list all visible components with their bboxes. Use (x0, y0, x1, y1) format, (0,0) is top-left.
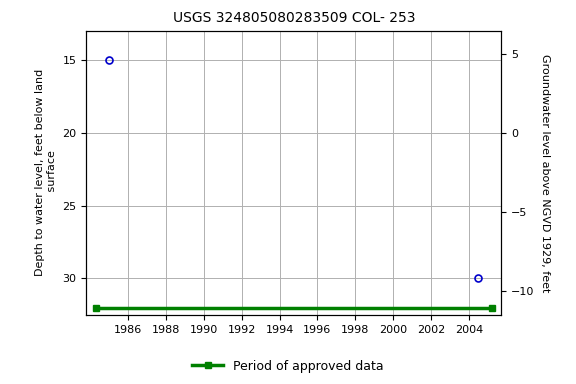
Y-axis label: Groundwater level above NGVD 1929, feet: Groundwater level above NGVD 1929, feet (540, 54, 550, 292)
Y-axis label: Depth to water level, feet below land
 surface: Depth to water level, feet below land su… (35, 69, 57, 276)
Legend: Period of approved data: Period of approved data (187, 355, 389, 378)
Title: USGS 324805080283509 COL- 253: USGS 324805080283509 COL- 253 (172, 12, 415, 25)
